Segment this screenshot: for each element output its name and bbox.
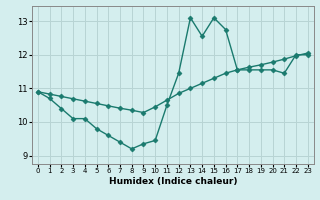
X-axis label: Humidex (Indice chaleur): Humidex (Indice chaleur): [108, 177, 237, 186]
